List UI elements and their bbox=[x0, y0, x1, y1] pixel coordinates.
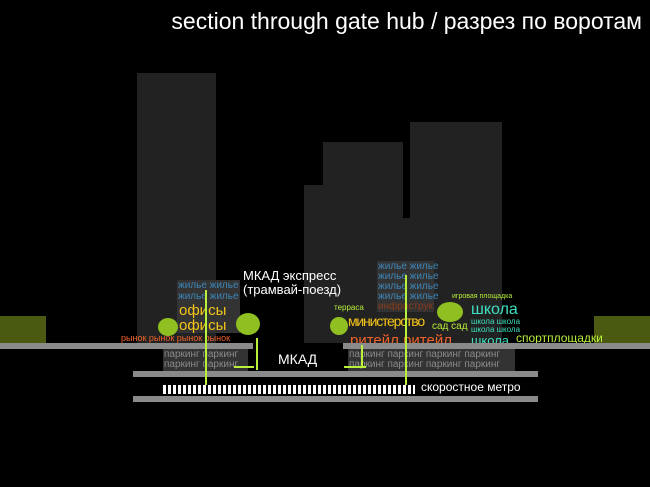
vertical-connection-arrow bbox=[361, 345, 363, 368]
housing-block-left bbox=[177, 280, 240, 333]
parking-label: паркинг паркинг bbox=[164, 359, 239, 370]
housing-label: жилье жилье bbox=[178, 280, 239, 291]
offices-label: офисы bbox=[179, 317, 227, 334]
title: section through gate hub / разрез по вор… bbox=[171, 8, 642, 34]
playground-label: игровая площадка bbox=[452, 293, 513, 300]
tree-icon bbox=[437, 302, 463, 322]
sports-label: спортплощадки bbox=[516, 331, 603, 345]
vertical-connection-arrow bbox=[256, 338, 258, 370]
horizontal-connection-arrow bbox=[344, 366, 366, 368]
vertical-connection-arrow bbox=[205, 290, 207, 385]
metro-train bbox=[163, 385, 415, 394]
school-label: школа школа bbox=[471, 317, 521, 326]
grass-left bbox=[0, 316, 46, 343]
parking-right bbox=[348, 349, 515, 371]
grass-right bbox=[594, 316, 650, 343]
housing-label: жилье жилье bbox=[378, 281, 439, 292]
parking-label: паркинг паркинг bbox=[164, 349, 239, 360]
mkad-label: МКАД bbox=[278, 351, 318, 367]
mkad-tunnel bbox=[253, 343, 343, 371]
terrace-label: терраса bbox=[334, 303, 364, 312]
housing-label: жилье жилье bbox=[378, 291, 439, 302]
housing-label: жилье жилье bbox=[378, 261, 439, 272]
metro-label: скоростное метро bbox=[421, 380, 521, 394]
school-label: школа bbox=[471, 301, 518, 318]
housing-label: жилье жилье bbox=[378, 271, 439, 282]
tree-icon bbox=[236, 313, 260, 335]
ministry-label: министерство bbox=[348, 313, 425, 329]
offices-label: офисы bbox=[179, 302, 227, 319]
parking-label: паркинг паркинг паркинг паркинг bbox=[349, 359, 501, 370]
tree-icon bbox=[330, 317, 348, 335]
vertical-connection-arrow bbox=[405, 275, 407, 385]
garden-label: сад сад bbox=[432, 321, 468, 332]
horizontal-connection-arrow bbox=[234, 366, 254, 368]
housing-label: жилье жилье bbox=[178, 291, 239, 302]
tree-icon bbox=[158, 318, 178, 336]
parking-floor bbox=[133, 371, 538, 377]
school-label: школа школа bbox=[471, 325, 521, 334]
metro-floor bbox=[133, 396, 538, 402]
mkad-express-label: МКАД экспресс bbox=[243, 268, 337, 283]
tram-train-label: (трамвай-поезд) bbox=[243, 282, 342, 297]
parking-label: паркинг паркинг паркинг паркинг bbox=[349, 349, 501, 360]
market-label: рынок рынок рынок рынок bbox=[121, 333, 231, 343]
